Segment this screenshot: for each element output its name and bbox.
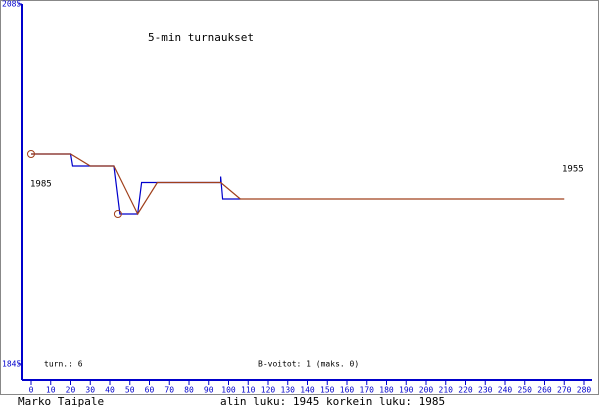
- x-tick-label: 60: [145, 386, 155, 395]
- x-tick-label: 130: [281, 386, 296, 395]
- x-tick-label: 120: [261, 386, 276, 395]
- x-tick-label: 40: [105, 386, 115, 395]
- x-tick-label: 280: [577, 386, 592, 395]
- x-tick-label: 170: [360, 386, 375, 395]
- x-tick-label: 30: [85, 386, 95, 395]
- rating-line: [31, 153, 565, 216]
- x-tick-label: 190: [399, 386, 414, 395]
- x-tick-label: 150: [320, 386, 335, 395]
- x-tick-label: 230: [478, 386, 493, 395]
- chart-title: 5-min turnaukset: [148, 31, 254, 44]
- x-tick-label: 220: [458, 386, 473, 395]
- x-tick-label: 10: [46, 386, 56, 395]
- x-tick-label: 70: [164, 386, 174, 395]
- y-tick-label: 2085: [2, 0, 21, 9]
- x-tick-label: 20: [66, 386, 76, 395]
- x-tick-label: 50: [125, 386, 135, 395]
- start-label: 1985: [30, 180, 52, 190]
- x-tick-label: 260: [537, 386, 552, 395]
- player-name: Marko Taipale: [18, 395, 104, 408]
- x-tick-label: 180: [379, 386, 394, 395]
- end-label: 1955: [562, 165, 584, 175]
- x-tick-label: 140: [300, 386, 315, 395]
- x-tick-label: 200: [419, 386, 434, 395]
- x-tick-label: 270: [557, 386, 572, 395]
- x-tick-label: 0: [29, 386, 34, 395]
- x-tick-label: 110: [241, 386, 256, 395]
- frame: [0, 0, 599, 395]
- rating-line: [31, 153, 241, 215]
- highlight-point: [113, 210, 122, 218]
- highlight-point: [27, 150, 35, 158]
- x-tick-label: 250: [518, 386, 533, 395]
- x-tick-label: 100: [221, 386, 236, 395]
- x-tick-label: 90: [204, 386, 214, 395]
- x-tick-label: 80: [184, 386, 194, 395]
- x-tick-label: 210: [439, 386, 454, 395]
- range-text: alin luku: 1945 korkein luku: 1985: [220, 395, 445, 408]
- b-wins: B-voitot: 1 (maks. 0): [258, 360, 359, 369]
- x-tick-label: 160: [340, 386, 355, 395]
- x-tick-label: 240: [498, 386, 513, 395]
- tournament-count: turn.: 6: [44, 360, 83, 369]
- y-tick-label: 1845: [2, 360, 21, 369]
